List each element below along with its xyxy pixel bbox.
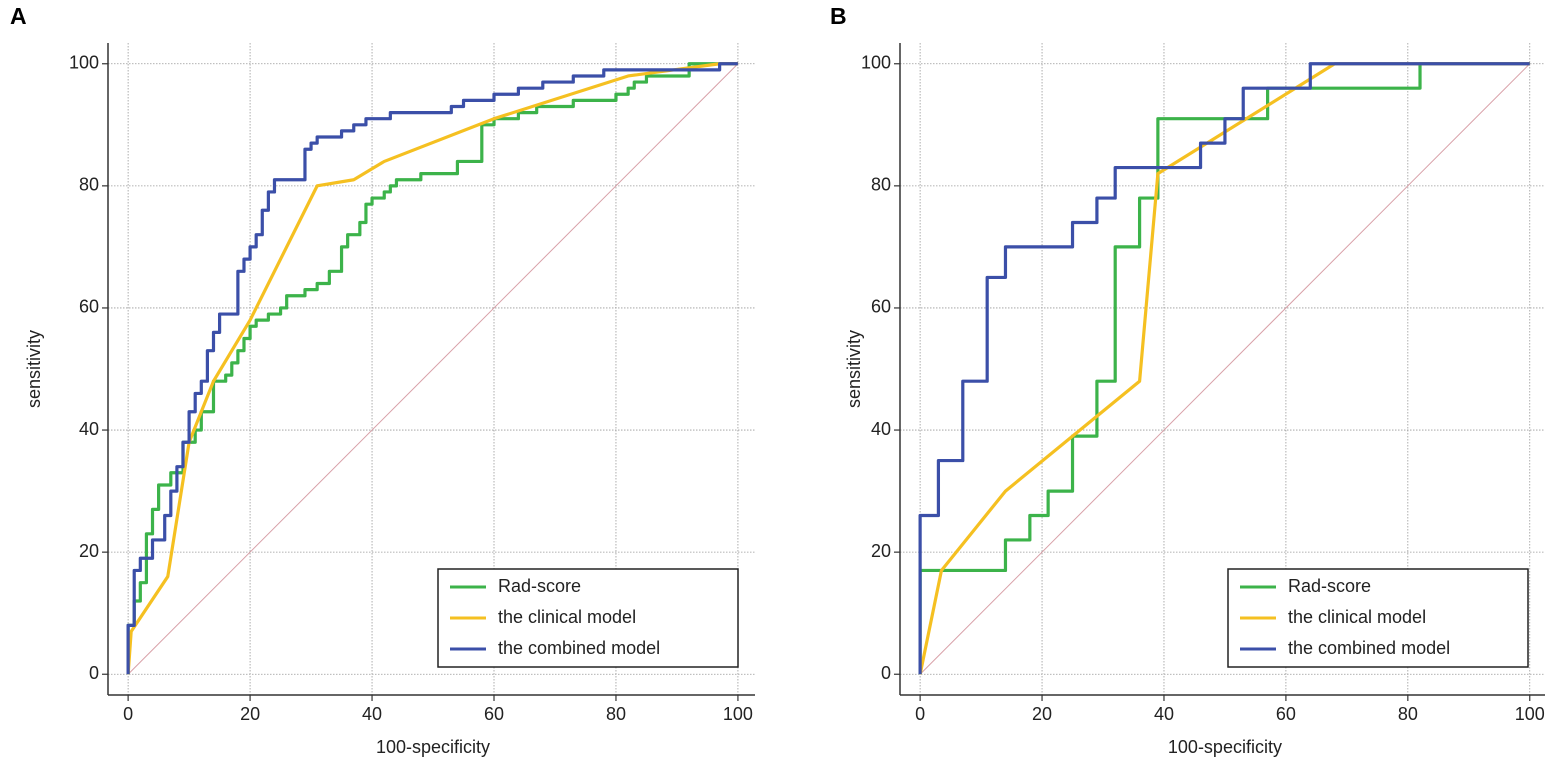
legend-label: Rad-score (1288, 576, 1371, 596)
x-tick-label: 20 (240, 704, 260, 724)
legend-label: the clinical model (1288, 607, 1426, 627)
roc-line (126, 62, 738, 675)
x-axis-label: 100-specificity (376, 737, 490, 757)
y-axis-label: sensitivity (844, 330, 864, 408)
x-tick-label: 80 (1398, 704, 1418, 724)
panel: A 0 20 40 60 80 100 0 20 40 60 80 100 100-specificity… (10, 3, 755, 757)
y-tick-label: 40 (79, 419, 99, 439)
x-tick-label: 80 (606, 704, 626, 724)
reference-line (127, 63, 739, 675)
y-tick-label: 100 (861, 53, 891, 73)
y-tick-label: 80 (79, 175, 99, 195)
y-axis-label: sensitivity (24, 330, 44, 408)
roc-line (918, 62, 1530, 675)
panel-label: B (830, 3, 847, 29)
x-tick-label: 60 (1276, 704, 1296, 724)
x-tick-label: 0 (123, 704, 133, 724)
legend-label: Rad-score (498, 576, 581, 596)
panel: B 0 20 40 60 80 100 0 20 40 60 80 100 100-specificity… (830, 3, 1545, 757)
y-tick-label: 80 (871, 175, 891, 195)
roc-line (126, 62, 738, 675)
legend-label: the combined model (1288, 638, 1450, 658)
x-tick-label: 40 (362, 704, 382, 724)
x-tick-label: 0 (915, 704, 925, 724)
x-axis-label: 100-specificity (1168, 737, 1282, 757)
x-tick-label: 60 (484, 704, 504, 724)
y-tick-label: 100 (69, 53, 99, 73)
legend-label: the combined model (498, 638, 660, 658)
y-tick-label: 60 (79, 297, 99, 317)
legend-label: the clinical model (498, 607, 636, 627)
y-tick-label: 40 (871, 419, 891, 439)
y-tick-label: 20 (79, 541, 99, 561)
y-tick-label: 0 (881, 663, 891, 683)
y-tick-label: 20 (871, 541, 891, 561)
roc-line (918, 62, 1530, 675)
x-tick-label: 40 (1154, 704, 1174, 724)
legend-box (1227, 568, 1529, 668)
reference-line (919, 63, 1531, 675)
x-tick-label: 20 (1032, 704, 1052, 724)
x-tick-label: 100 (1515, 704, 1545, 724)
x-tick-label: 100 (723, 704, 753, 724)
y-tick-label: 0 (89, 663, 99, 683)
panel-label: A (10, 3, 27, 29)
y-tick-label: 60 (871, 297, 891, 317)
legend-box (437, 568, 739, 668)
